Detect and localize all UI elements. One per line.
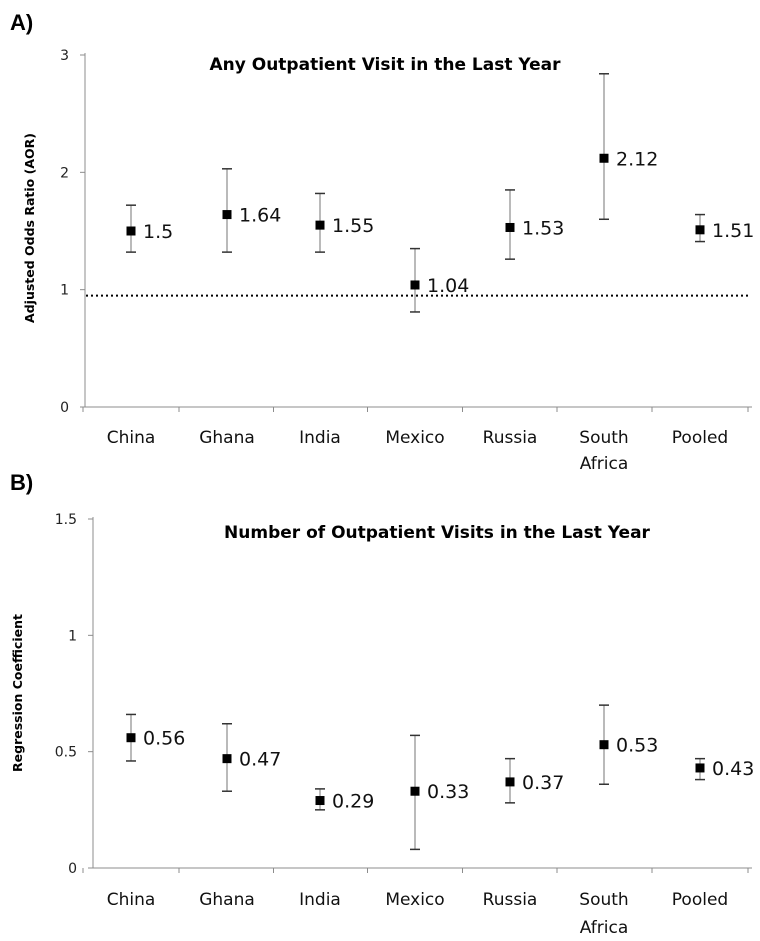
- y-tick-label: 1: [60, 283, 69, 299]
- y-tick-label: 1.5: [55, 512, 77, 528]
- chart-title: Any Outpatient Visit in the Last Year: [209, 55, 561, 75]
- panel-label: B): [10, 470, 33, 495]
- x-tick-label: India: [299, 890, 341, 910]
- data-point: [695, 763, 705, 773]
- data-label: 2.12: [616, 148, 658, 170]
- data-point: [315, 220, 325, 230]
- data-label: 0.33: [427, 781, 469, 803]
- data-label: 0.29: [332, 791, 374, 813]
- y-tick-label: 3: [60, 48, 69, 64]
- data-label: 1.64: [239, 205, 281, 227]
- x-tick-label: South Africa: [579, 428, 628, 474]
- data-point: [126, 226, 136, 236]
- y-axis-label: Regression Coefficient: [10, 614, 25, 772]
- y-axis-label: Adjusted Odds Ratio (AOR): [22, 133, 37, 323]
- x-tick-label: China: [107, 890, 156, 910]
- data-label: 1.5: [143, 221, 173, 243]
- data-label: 0.47: [239, 749, 281, 771]
- x-tick-label: China: [107, 428, 156, 448]
- y-tick-label: 1: [68, 628, 77, 644]
- data-label: 0.56: [143, 728, 185, 750]
- data-point: [695, 225, 705, 235]
- data-label: 0.43: [712, 758, 754, 780]
- data-point: [505, 222, 515, 232]
- x-tick-label: Russia: [483, 428, 538, 448]
- data-label: 1.55: [332, 215, 374, 237]
- x-tick-label: Mexico: [385, 890, 444, 910]
- x-tick-label: South Africa: [579, 890, 628, 938]
- x-tick-label: Russia: [483, 890, 538, 910]
- x-tick-label: Pooled: [672, 428, 728, 448]
- y-tick-label: 0.5: [55, 745, 77, 761]
- data-point: [599, 153, 609, 163]
- chart-title: Number of Outpatient Visits in the Last …: [224, 523, 651, 543]
- data-point: [599, 740, 609, 750]
- data-label: 1.51: [712, 220, 754, 242]
- data-point: [410, 280, 420, 290]
- x-tick-label: Pooled: [672, 890, 728, 910]
- x-tick-label: Mexico: [385, 428, 444, 448]
- data-label: 1.53: [522, 217, 564, 239]
- data-point: [126, 733, 136, 743]
- data-label: 0.53: [616, 735, 658, 757]
- data-point: [222, 210, 232, 220]
- y-tick-label: 2: [60, 165, 69, 181]
- data-point: [222, 754, 232, 764]
- data-point: [315, 796, 325, 806]
- data-point: [410, 786, 420, 796]
- x-tick-label: Ghana: [199, 890, 255, 910]
- panel-label: A): [10, 10, 33, 35]
- data-label: 1.04: [427, 275, 469, 297]
- x-tick-label: Ghana: [199, 428, 255, 448]
- y-tick-label: 0: [60, 400, 69, 416]
- data-point: [505, 777, 515, 787]
- x-tick-label: India: [299, 428, 341, 448]
- data-label: 0.37: [522, 772, 564, 794]
- y-tick-label: 0: [68, 861, 77, 877]
